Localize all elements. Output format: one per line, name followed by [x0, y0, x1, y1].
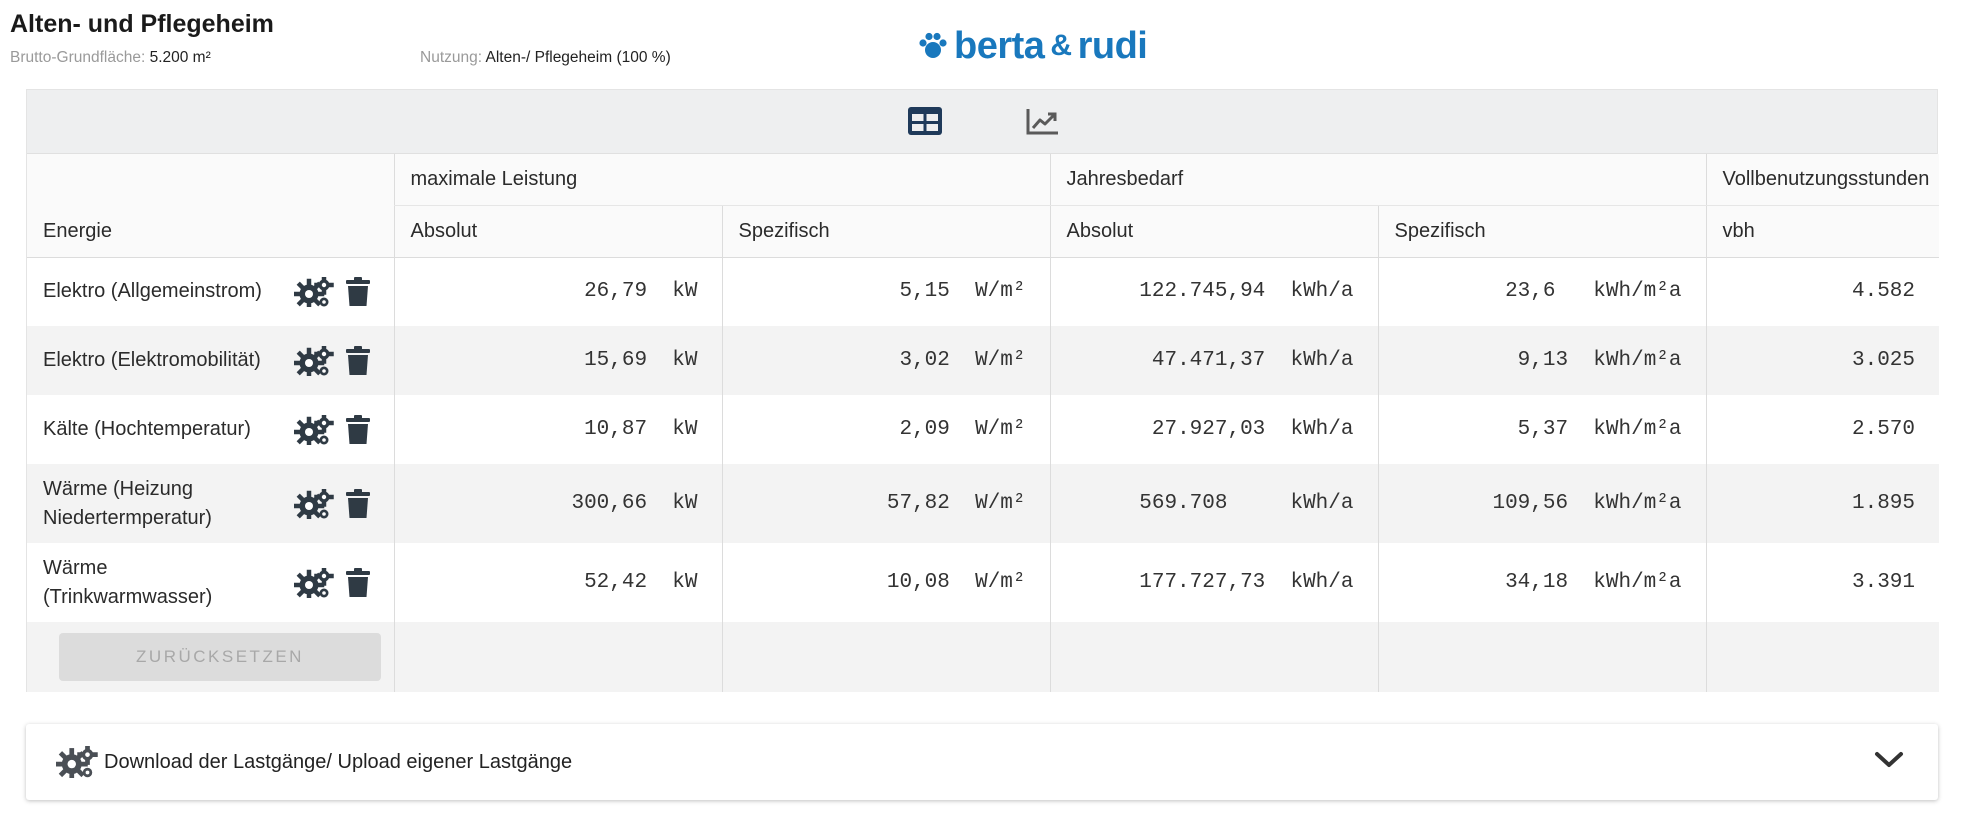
energy-card: Energie maximale Leistung Jahresbedarf V…: [26, 89, 1939, 692]
power-absolute-cell: 52,42 kW: [393, 543, 722, 622]
accordion-label: Download der Lastgänge/ Upload eigener L…: [104, 750, 573, 773]
page-title: Alten- und Pflegeheim: [10, 10, 274, 38]
power-specific-cell: 2,09 W/m²: [721, 395, 1050, 464]
demand-absolute-cell: 122.745,94 kWh/a: [1049, 257, 1378, 326]
table-row: Wärme (Trinkwarmwasser) 52,42 kW 10,08 W…: [27, 543, 1939, 622]
settings-icon[interactable]: [293, 345, 334, 376]
reset-cell: ZURÜCKSETZEN: [27, 622, 394, 692]
view-toggle-bar: [27, 90, 1937, 154]
power-specific-cell: 10,08 W/m²: [721, 543, 1050, 622]
demand-specific-cell: 109,56 kWh/m²a: [1377, 464, 1706, 543]
vbh-cell: 2.570: [1705, 395, 1939, 464]
power-absolute-header: Absolut: [393, 205, 722, 258]
power-specific-cell: 57,82 W/m²: [721, 464, 1050, 543]
power-specific-header: Spezifisch: [721, 205, 1050, 258]
settings-icon[interactable]: [293, 414, 334, 445]
empty-cell: [393, 622, 722, 692]
power-absolute-cell: 15,69 kW: [393, 326, 722, 395]
paw-icon: [919, 32, 947, 58]
energy-name: Elektro (Allgemeinstrom): [43, 280, 262, 303]
demand-specific-cell: 9,13 kWh/m²a: [1377, 326, 1706, 395]
usage-info: Nutzung: Alten-/ Pflegeheim (100 %): [420, 49, 671, 67]
table-footer-row: ZURÜCKSETZEN: [27, 622, 1939, 692]
vbh-cell: 1.895: [1705, 464, 1939, 543]
full-load-hours-group-header: Vollbenutzungsstunden: [1705, 154, 1939, 206]
demand-specific-header: Spezifisch: [1377, 205, 1706, 258]
energy-cell: Wärme (Heizung Niedertermperatur): [27, 464, 394, 543]
vbh-header: vbh: [1705, 205, 1939, 258]
settings-icon: [56, 746, 98, 778]
energy-cell: Kälte (Hochtemperatur): [27, 395, 394, 464]
trash-icon[interactable]: [345, 276, 370, 307]
reset-button[interactable]: ZURÜCKSETZEN: [59, 633, 381, 681]
empty-cell: [721, 622, 1050, 692]
demand-absolute-cell: 569.708 kWh/a: [1049, 464, 1378, 543]
brand-logo: berta & rudi: [918, 24, 1148, 68]
energy-name: Elektro (Elektromobilität): [43, 349, 261, 371]
chevron-down-icon[interactable]: [1874, 750, 1904, 770]
brand-name-part1: berta: [954, 24, 1045, 67]
settings-icon[interactable]: [293, 488, 334, 519]
empty-cell: [1705, 622, 1939, 692]
table-view-button[interactable]: [905, 102, 945, 140]
brand-ampersand: &: [1050, 29, 1072, 62]
demand-absolute-cell: 47.471,37 kWh/a: [1049, 326, 1378, 395]
chart-view-button[interactable]: [1023, 102, 1063, 140]
table-row: Kälte (Hochtemperatur) 10,87 kW 2,09 W/m…: [27, 395, 1939, 464]
power-specific-cell: 5,15 W/m²: [721, 257, 1050, 326]
demand-specific-cell: 34,18 kWh/m²a: [1377, 543, 1706, 622]
chart-line-icon: [1026, 109, 1058, 135]
power-absolute-cell: 10,87 kW: [393, 395, 722, 464]
power-specific-cell: 3,02 W/m²: [721, 326, 1050, 395]
energy-cell: Elektro (Elektromobilität): [27, 326, 394, 395]
empty-cell: [1049, 622, 1378, 692]
energy-name: Wärme (Heizung Niedertermperatur): [43, 477, 212, 529]
usage-label: Nutzung:: [420, 49, 483, 66]
vbh-cell: 3.025: [1705, 326, 1939, 395]
table-icon: [908, 107, 942, 135]
annual-demand-group-header: Jahresbedarf: [1049, 154, 1706, 206]
energy-cell: Wärme (Trinkwarmwasser): [27, 543, 394, 622]
energy-name: Wärme (Trinkwarmwasser): [43, 556, 213, 608]
table-row: Elektro (Allgemeinstrom) 26,79 kW 5,15 W…: [27, 257, 1939, 326]
settings-icon[interactable]: [293, 276, 334, 307]
brand-name-part2: rudi: [1077, 24, 1148, 67]
energy-column-header: Energie: [27, 154, 394, 258]
energy-cell: Elektro (Allgemeinstrom): [27, 257, 394, 326]
power-absolute-cell: 300,66 kW: [393, 464, 722, 543]
table-row: Wärme (Heizung Niedertermperatur) 300,66…: [27, 464, 1939, 543]
vbh-cell: 4.582: [1705, 257, 1939, 326]
table-row: Elektro (Elektromobilität) 15,69 kW 3,02…: [27, 326, 1939, 395]
energy-table: Energie maximale Leistung Jahresbedarf V…: [27, 154, 1939, 692]
trash-icon[interactable]: [345, 488, 370, 519]
empty-cell: [1377, 622, 1706, 692]
demand-absolute-cell: 27.927,03 kWh/a: [1049, 395, 1378, 464]
settings-icon[interactable]: [293, 567, 334, 598]
usage-value: Alten-/ Pflegeheim (100 %): [485, 49, 671, 66]
demand-specific-cell: 5,37 kWh/m²a: [1377, 395, 1706, 464]
gross-floor-area: Brutto-Grundfläche: 5.200 m²: [10, 49, 211, 67]
gross-floor-area-label: Brutto-Grundfläche:: [10, 49, 146, 66]
load-profile-accordion[interactable]: Download der Lastgänge/ Upload eigener L…: [26, 724, 1938, 800]
demand-absolute-header: Absolut: [1049, 205, 1378, 258]
power-absolute-cell: 26,79 kW: [393, 257, 722, 326]
vbh-cell: 3.391: [1705, 543, 1939, 622]
gross-floor-area-value: 5.200 m²: [149, 49, 211, 66]
demand-absolute-cell: 177.727,73 kWh/a: [1049, 543, 1378, 622]
trash-icon[interactable]: [345, 345, 370, 376]
energy-name: Kälte (Hochtemperatur): [43, 418, 251, 440]
trash-icon[interactable]: [345, 567, 370, 598]
max-power-group-header: maximale Leistung: [393, 154, 1050, 206]
demand-specific-cell: 23,6 kWh/m²a: [1377, 257, 1706, 326]
trash-icon[interactable]: [345, 414, 370, 445]
